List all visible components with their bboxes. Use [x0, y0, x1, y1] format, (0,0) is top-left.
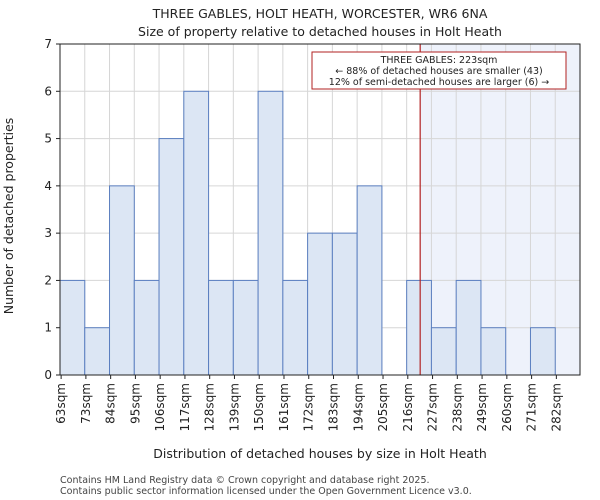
bar-271sqm — [529, 327, 556, 376]
x-tick-label: 150sqm — [252, 383, 266, 431]
annotation-box: THREE GABLES: 223sqm ← 88% of detached h… — [311, 51, 567, 90]
x-tick-label: 271sqm — [525, 383, 539, 431]
bar-216sqm — [406, 279, 432, 376]
bar-63sqm — [59, 279, 86, 376]
bar-150sqm — [257, 90, 284, 376]
y-tick-label: 0 — [44, 368, 52, 382]
bar-84sqm — [109, 185, 135, 376]
annotation-line-3: 12% of semi-detached houses are larger (… — [329, 77, 549, 88]
x-tick-label: 205sqm — [376, 383, 390, 431]
x-tick-label: 161sqm — [277, 383, 291, 431]
annotation-line-1: THREE GABLES: 223sqm — [380, 55, 498, 66]
bar-227sqm — [430, 327, 457, 376]
y-tick-label: 4 — [44, 179, 52, 193]
bar-161sqm — [282, 279, 309, 376]
y-tick-label: 5 — [44, 132, 52, 146]
y-tick-label: 3 — [44, 226, 52, 240]
chart-subtitle: Size of property relative to detached ho… — [138, 24, 502, 39]
x-tick-label: 172sqm — [302, 383, 316, 431]
x-tick-label: 183sqm — [327, 383, 341, 431]
footer-line-1: Contains HM Land Registry data © Crown c… — [60, 475, 430, 486]
bar-238sqm — [455, 279, 482, 376]
annotation-line-2: ← 88% of detached houses are smaller (43… — [335, 66, 542, 77]
x-tick-label: 84sqm — [104, 383, 118, 424]
bar-183sqm — [331, 232, 358, 376]
x-tick-label: 63sqm — [54, 383, 68, 424]
x-axis-label: Distribution of detached houses by size … — [153, 446, 487, 461]
x-axis-ticks: 63sqm 73sqm 84sqm 95sqm 106sqm 117sqm 128sqm 13… — [54, 375, 563, 431]
x-tick-label: 216sqm — [401, 383, 415, 431]
plot-frame — [59, 43, 581, 376]
highlight-region — [420, 44, 580, 375]
x-tick-label: 117sqm — [178, 383, 192, 431]
bar-95sqm — [133, 279, 160, 376]
x-tick-label: 139sqm — [227, 383, 241, 431]
highlight-region-fill — [420, 44, 580, 375]
y-tick-label: 6 — [44, 84, 52, 98]
y-axis-ticks: 0 1 2 3 4 5 6 7 — [44, 37, 60, 382]
y-tick-label: 2 — [44, 273, 52, 287]
x-tick-label: 227sqm — [426, 383, 440, 431]
x-tick-label: 73sqm — [79, 383, 93, 424]
x-tick-label: 128sqm — [203, 383, 217, 431]
bar-106sqm — [158, 138, 185, 376]
bar-73sqm — [84, 327, 111, 376]
x-tick-label: 95sqm — [128, 383, 142, 424]
x-tick-label: 194sqm — [351, 383, 365, 431]
x-tick-label: 249sqm — [475, 383, 489, 431]
y-tick-label: 1 — [44, 321, 52, 335]
bar-128sqm — [208, 279, 234, 376]
chart-title: THREE GABLES, HOLT HEATH, WORCESTER, WR6… — [152, 6, 488, 21]
bar-249sqm — [480, 327, 507, 376]
bar-172sqm — [307, 232, 333, 376]
footer-line-2: Contains public sector information licen… — [60, 486, 472, 497]
annotation-box-frame — [311, 51, 567, 90]
x-tick-label: 106sqm — [153, 383, 167, 431]
y-tick-label: 7 — [44, 37, 52, 51]
bar-117sqm — [183, 90, 210, 376]
x-tick-label: 260sqm — [500, 383, 514, 431]
bars — [59, 90, 556, 376]
bar-139sqm — [232, 279, 259, 376]
x-tick-label: 282sqm — [549, 383, 563, 431]
y-axis-label: Number of detached properties — [1, 118, 16, 315]
bar-194sqm — [356, 185, 383, 376]
x-tick-label: 238sqm — [450, 383, 464, 431]
